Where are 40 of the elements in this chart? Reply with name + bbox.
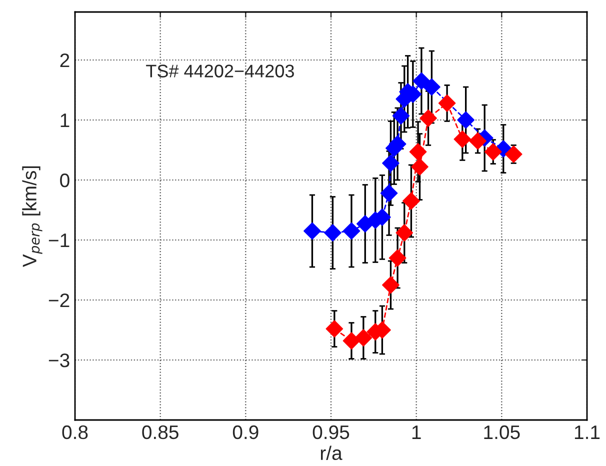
point	[402, 192, 420, 210]
annotation: TS# 44202−44203	[146, 64, 294, 78]
y-tick-label: −2	[48, 293, 70, 308]
x-tick-label: 1.1	[574, 426, 600, 439]
y-tick-label: 0	[60, 173, 70, 188]
x-tick-label: 0.9	[232, 425, 258, 440]
point	[420, 110, 437, 127]
point	[423, 78, 440, 96]
x-tick-label: 0.95	[312, 425, 350, 440]
point	[342, 332, 360, 350]
point	[438, 94, 456, 112]
x-tick-label: 1	[412, 426, 421, 439]
point	[388, 249, 406, 267]
point	[342, 222, 360, 240]
point	[412, 72, 430, 90]
point	[324, 224, 342, 242]
x-tick-label: 1.05	[484, 425, 520, 440]
point	[382, 154, 400, 172]
point	[392, 107, 410, 124]
y-tick-label: 2	[60, 53, 70, 68]
x-tick-label: 0.8	[62, 425, 88, 440]
x-tick-label: 0.85	[142, 425, 178, 440]
y-tick-label: −3	[48, 353, 70, 368]
point	[380, 184, 398, 202]
point	[469, 132, 486, 150]
point	[457, 111, 475, 129]
point	[382, 276, 400, 294]
point	[326, 320, 344, 338]
x-axis-title: r/a	[320, 446, 342, 460]
point	[304, 222, 321, 240]
point	[396, 224, 414, 242]
point	[454, 130, 472, 148]
y-axis-title: V$_{perp}$ [km/s]	[22, 166, 42, 268]
point	[504, 146, 522, 163]
y-tick-label: −1	[48, 234, 70, 248]
point	[411, 158, 428, 176]
point	[354, 329, 372, 346]
point	[409, 143, 427, 160]
point	[484, 143, 502, 160]
y-tick-label: 1	[60, 114, 70, 128]
